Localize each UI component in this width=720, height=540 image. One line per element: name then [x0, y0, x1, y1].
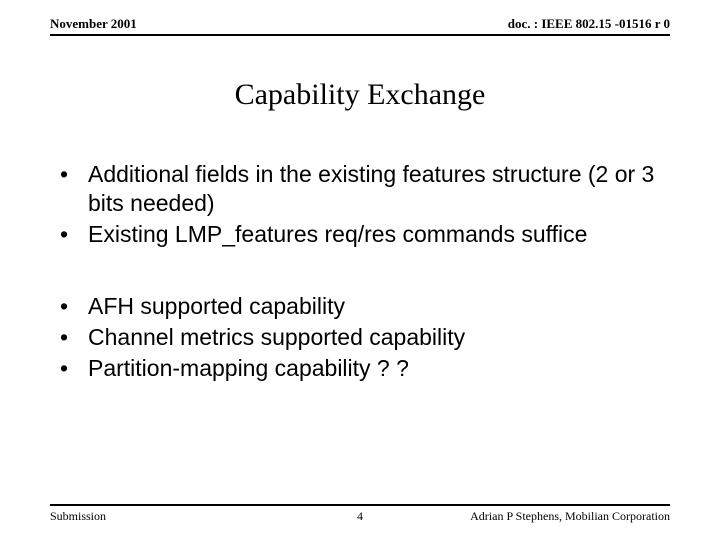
footer-left: Submission: [50, 509, 106, 524]
footer-page-number: 4: [357, 509, 363, 524]
bullet-text: Channel metrics supported capability: [88, 323, 670, 352]
slide-title: Capability Exchange: [0, 78, 720, 112]
slide-header: November 2001 doc. : IEEE 802.15 -01516 …: [50, 16, 670, 36]
bullet-group-1: • Additional fields in the existing feat…: [60, 160, 670, 248]
bullet-text: Partition-mapping capability ? ?: [88, 354, 670, 383]
bullet-item: • Additional fields in the existing feat…: [60, 160, 670, 218]
bullet-marker: •: [60, 160, 88, 218]
slide-footer: Submission 4 Adrian P Stephens, Mobilian…: [50, 504, 670, 524]
bullet-text: AFH supported capability: [88, 292, 670, 321]
bullet-marker: •: [60, 323, 88, 352]
bullet-marker: •: [60, 354, 88, 383]
bullet-marker: •: [60, 220, 88, 249]
bullet-text: Additional fields in the existing featur…: [88, 160, 670, 218]
bullet-item: • AFH supported capability: [60, 292, 670, 321]
slide-content: • Additional fields in the existing feat…: [60, 160, 670, 427]
bullet-item: • Existing LMP_features req/res commands…: [60, 220, 670, 249]
bullet-item: • Partition-mapping capability ? ?: [60, 354, 670, 383]
header-date: November 2001: [50, 16, 137, 32]
bullet-item: • Channel metrics supported capability: [60, 323, 670, 352]
bullet-marker: •: [60, 292, 88, 321]
header-doc-id: doc. : IEEE 802.15 -01516 r 0: [508, 16, 670, 32]
bullet-text: Existing LMP_features req/res commands s…: [88, 220, 670, 249]
footer-author: Adrian P Stephens, Mobilian Corporation: [470, 509, 670, 524]
bullet-group-2: • AFH supported capability • Channel met…: [60, 292, 670, 382]
